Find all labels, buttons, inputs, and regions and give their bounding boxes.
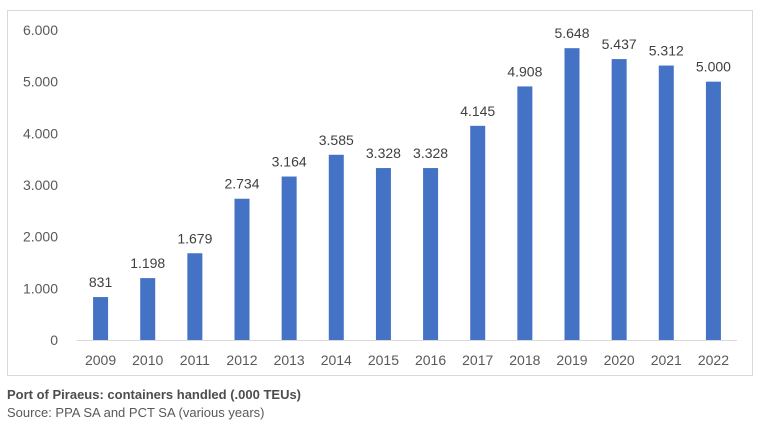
bar-2017	[470, 125, 486, 340]
bar-2018	[517, 86, 533, 340]
data-label-2015: 3.328	[366, 145, 401, 161]
bar-2021	[658, 65, 674, 340]
x-tick-label-2021: 2021	[651, 352, 682, 368]
bar-2019	[564, 48, 580, 340]
data-label-2012: 2.734	[224, 176, 259, 192]
y-tick-label: 2.000	[23, 229, 58, 245]
data-label-2022: 5.000	[696, 59, 731, 75]
data-label-2019: 5.648	[554, 25, 589, 41]
x-tick-label-2011: 2011	[180, 352, 210, 368]
x-tick-label-2012: 2012	[226, 352, 257, 368]
bar-2013	[281, 176, 297, 340]
x-tick-label-2022: 2022	[698, 352, 729, 368]
figure-caption: Port of Piraeus: containers handled (.00…	[7, 386, 301, 422]
x-tick-label-2009: 2009	[85, 352, 116, 368]
y-tick-label: 3.000	[23, 177, 58, 193]
y-tick-label: 4.000	[23, 125, 58, 141]
data-label-2010: 1.198	[130, 255, 165, 271]
data-label-2021: 5.312	[649, 43, 684, 59]
data-label-2014: 3.585	[319, 132, 354, 148]
caption-source: Source: PPA SA and PCT SA (various years…	[7, 405, 265, 420]
x-tick-label-2014: 2014	[321, 352, 352, 368]
bar-2014	[328, 154, 344, 340]
x-tick-label-2013: 2013	[274, 352, 305, 368]
x-tick-label-2020: 2020	[604, 352, 635, 368]
bar-2016	[423, 168, 439, 340]
data-label-2017: 4.145	[460, 103, 495, 119]
y-axis-ticks: 0 1.000 2.000 3.000 4.000 5.000 6.000	[23, 22, 58, 348]
y-tick-label: 1.000	[23, 280, 58, 296]
x-tick-label-2019: 2019	[556, 352, 587, 368]
bar-chart: 0 1.000 2.000 3.000 4.000 5.000 6.000 831 1.198…	[23, 22, 737, 368]
x-tick-label-2010: 2010	[132, 352, 163, 368]
bar-2022	[705, 81, 721, 341]
bar-2009	[93, 297, 109, 340]
caption-title: Port of Piraeus: containers handled (.00…	[7, 387, 302, 402]
bar-2012	[234, 198, 250, 340]
data-label-2011: 1.679	[177, 230, 212, 246]
x-axis-ticks: 2009 2010 2011 2012 2013 2014 2015 2016 2017 2018…	[85, 352, 729, 368]
data-label-2009: 831	[89, 274, 113, 290]
y-tick-label: 6.000	[23, 22, 58, 38]
x-tick-label-2016: 2016	[415, 352, 446, 368]
y-tick-label: 0	[50, 332, 58, 348]
data-label-2020: 5.437	[602, 36, 637, 52]
bar-2010	[140, 278, 156, 340]
x-tick-label-2018: 2018	[509, 352, 540, 368]
data-label-2013: 3.164	[272, 154, 307, 170]
bar-2020	[611, 59, 627, 341]
data-label-2018: 4.908	[507, 63, 542, 79]
y-tick-label: 5.000	[23, 74, 58, 90]
data-label-2016: 3.328	[413, 145, 448, 161]
x-tick-label-2017: 2017	[462, 352, 493, 368]
data-labels: 831 1.198 1.679 2.734 3.164 3.585 3.328 3.328 4.…	[89, 25, 731, 290]
bar-2015	[375, 168, 391, 340]
chart-frame: 0 1.000 2.000 3.000 4.000 5.000 6.000 831 1.198…	[7, 10, 753, 376]
x-tick-label-2015: 2015	[368, 352, 399, 368]
bar-2011	[187, 253, 203, 340]
bars	[93, 48, 721, 341]
